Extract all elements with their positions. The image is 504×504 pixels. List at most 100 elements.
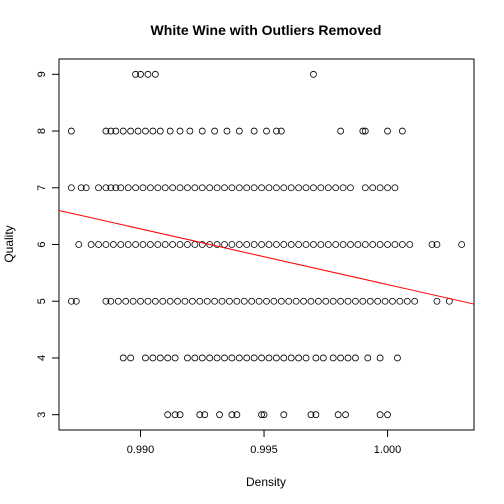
data-point bbox=[381, 297, 389, 305]
data-point bbox=[260, 411, 268, 419]
data-point bbox=[265, 354, 273, 362]
data-point bbox=[235, 127, 243, 135]
data-point bbox=[201, 411, 209, 419]
data-point bbox=[324, 241, 332, 248]
data-point bbox=[235, 354, 243, 362]
data-point bbox=[322, 297, 330, 305]
data-point bbox=[235, 184, 243, 192]
data-point bbox=[285, 297, 293, 305]
data-point bbox=[250, 354, 258, 362]
data-point bbox=[391, 184, 399, 192]
data-point bbox=[107, 127, 115, 135]
data-point bbox=[364, 354, 372, 362]
data-point bbox=[139, 241, 147, 248]
data-point bbox=[339, 184, 347, 192]
data-point bbox=[142, 127, 149, 135]
data-point bbox=[369, 184, 377, 192]
data-point bbox=[164, 411, 172, 419]
data-point bbox=[109, 241, 117, 248]
data-point bbox=[161, 241, 169, 248]
data-point bbox=[277, 127, 285, 135]
data-point bbox=[394, 354, 401, 362]
data-point bbox=[317, 184, 325, 192]
data-point bbox=[181, 297, 189, 305]
data-point bbox=[191, 241, 199, 248]
data-point bbox=[344, 297, 352, 305]
data-point bbox=[228, 354, 236, 362]
data-point bbox=[307, 297, 315, 305]
data-point bbox=[154, 241, 162, 248]
data-point bbox=[398, 127, 406, 135]
data-point bbox=[112, 127, 120, 135]
data-point bbox=[142, 354, 149, 362]
data-point bbox=[139, 184, 147, 192]
data-point bbox=[156, 127, 164, 135]
data-point bbox=[213, 241, 221, 248]
data-point bbox=[186, 127, 194, 135]
data-point bbox=[280, 354, 288, 362]
data-point bbox=[107, 184, 115, 192]
data-point bbox=[122, 297, 130, 305]
data-point bbox=[332, 184, 340, 192]
data-point bbox=[117, 184, 125, 192]
data-point bbox=[359, 127, 367, 135]
data-point bbox=[171, 354, 179, 362]
data-point bbox=[376, 241, 384, 248]
data-point bbox=[129, 297, 137, 305]
data-point bbox=[337, 297, 345, 305]
data-point bbox=[302, 184, 310, 192]
data-point bbox=[433, 241, 441, 248]
data-point bbox=[312, 411, 320, 419]
data-point bbox=[144, 297, 152, 305]
data-point bbox=[376, 354, 384, 362]
data-point bbox=[376, 184, 384, 192]
data-point bbox=[67, 297, 75, 305]
data-point bbox=[144, 70, 152, 78]
points-layer bbox=[67, 70, 466, 419]
data-point bbox=[221, 184, 228, 192]
data-point bbox=[272, 127, 280, 135]
data-point bbox=[366, 297, 374, 305]
data-point bbox=[159, 297, 167, 305]
data-point bbox=[67, 127, 75, 135]
data-point bbox=[154, 184, 162, 192]
data-point bbox=[347, 241, 354, 248]
data-point bbox=[151, 70, 159, 78]
data-point bbox=[265, 241, 273, 248]
data-point bbox=[258, 354, 265, 362]
data-point bbox=[102, 241, 110, 248]
data-point bbox=[176, 127, 184, 135]
x-tick-label: 0.995 bbox=[250, 444, 278, 456]
data-point bbox=[206, 184, 214, 192]
data-point bbox=[169, 184, 177, 192]
data-point bbox=[117, 241, 125, 248]
data-point bbox=[389, 297, 396, 305]
data-point bbox=[176, 411, 184, 419]
data-point bbox=[151, 297, 159, 305]
data-point bbox=[95, 184, 102, 192]
data-point bbox=[132, 184, 139, 192]
data-point bbox=[361, 241, 369, 248]
data-point bbox=[272, 241, 280, 248]
data-point bbox=[258, 241, 265, 248]
data-point bbox=[337, 127, 345, 135]
data-point bbox=[211, 297, 219, 305]
data-point bbox=[300, 297, 307, 305]
data-point bbox=[398, 241, 406, 248]
data-point bbox=[102, 127, 110, 135]
data-point bbox=[132, 241, 139, 248]
x-tick-label: 1.000 bbox=[374, 444, 402, 456]
data-point bbox=[95, 241, 102, 248]
data-point bbox=[458, 241, 466, 248]
data-point bbox=[324, 184, 332, 192]
data-point bbox=[206, 354, 214, 362]
data-point bbox=[384, 241, 391, 248]
data-point bbox=[233, 411, 241, 419]
data-point bbox=[243, 354, 251, 362]
data-point bbox=[263, 127, 270, 135]
data-point bbox=[198, 354, 206, 362]
data-point bbox=[149, 354, 157, 362]
data-point bbox=[213, 354, 221, 362]
data-point bbox=[77, 184, 85, 192]
data-point bbox=[75, 241, 83, 248]
